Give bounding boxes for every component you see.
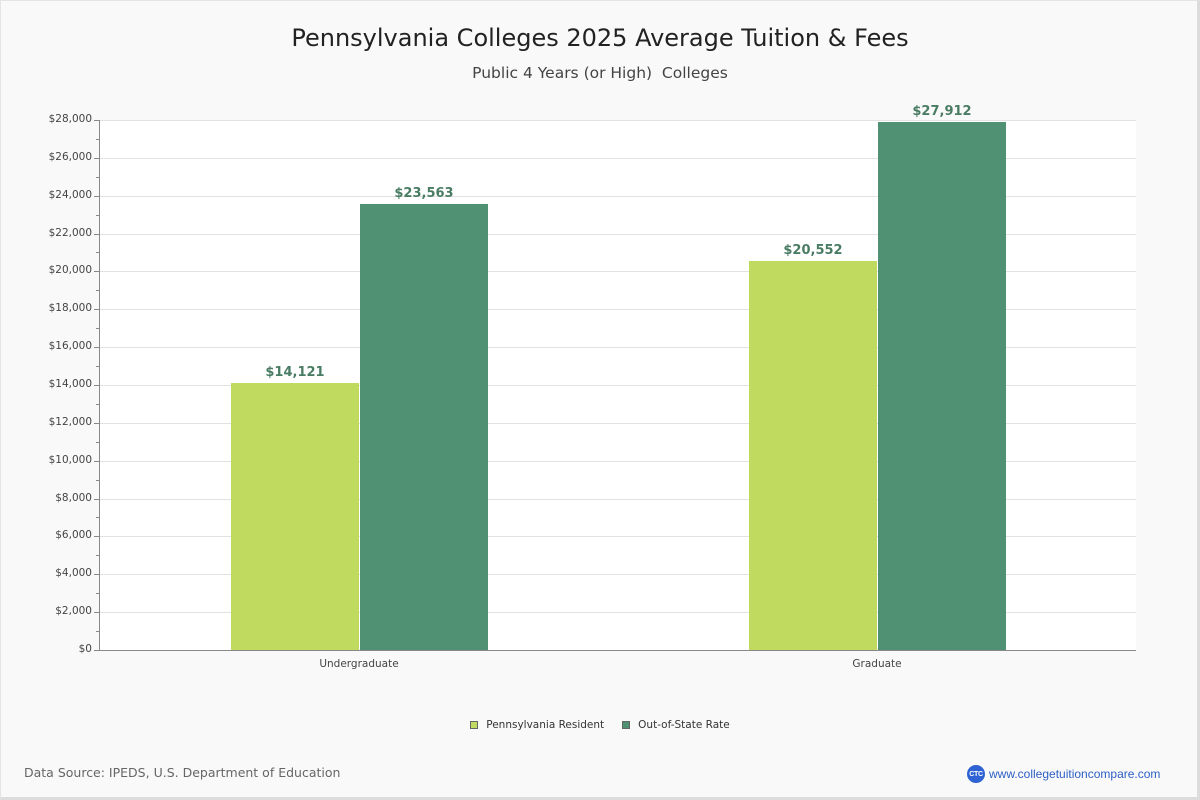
y-tick — [94, 347, 99, 348]
y-tick — [94, 574, 99, 575]
y-minor-tick — [96, 517, 99, 518]
legend-label: Out-of-State Rate — [638, 719, 730, 731]
y-tick-label: $8,000 — [55, 492, 92, 504]
y-minor-tick — [96, 139, 99, 140]
y-minor-tick — [96, 215, 99, 216]
gridline — [100, 196, 1136, 197]
bar-graduate-out-of-state[interactable] — [878, 122, 1006, 650]
y-minor-tick — [96, 404, 99, 405]
gridline — [100, 574, 1136, 575]
gridline — [100, 461, 1136, 462]
y-tick — [94, 309, 99, 310]
gridline — [100, 120, 1136, 121]
y-tick — [94, 271, 99, 272]
y-tick-label: $2,000 — [55, 605, 92, 617]
y-minor-tick — [96, 480, 99, 481]
y-minor-tick — [96, 593, 99, 594]
y-tick — [94, 234, 99, 235]
y-tick-label: $16,000 — [48, 340, 92, 352]
ctc-logo-icon: CTC — [967, 765, 985, 783]
y-axis — [99, 120, 100, 651]
y-tick — [94, 385, 99, 386]
gridline — [100, 271, 1136, 272]
y-tick-label: $24,000 — [48, 189, 92, 201]
brand-url[interactable]: www.collegetuitioncompare.com — [989, 767, 1161, 781]
y-tick-label: $22,000 — [48, 227, 92, 239]
gridline — [100, 347, 1136, 348]
chart-subtitle: Public 4 Years (or High) Colleges — [472, 64, 728, 82]
gridline — [100, 612, 1136, 613]
y-minor-tick — [96, 177, 99, 178]
bar-undergraduate-resident[interactable] — [231, 383, 359, 650]
y-minor-tick — [96, 252, 99, 253]
legend-item-resident[interactable]: Pennsylvania Resident — [470, 719, 604, 731]
y-tick — [94, 650, 99, 651]
bar-value-label: $14,121 — [265, 365, 325, 380]
bar-value-label: $27,912 — [912, 104, 972, 119]
legend: Pennsylvania Resident Out-of-State Rate — [0, 719, 1200, 731]
bar-value-label: $23,563 — [394, 186, 454, 201]
y-tick-label: $18,000 — [48, 302, 92, 314]
chart-title: Pennsylvania Colleges 2025 Average Tuiti… — [291, 24, 909, 52]
y-minor-tick — [96, 328, 99, 329]
y-minor-tick — [96, 555, 99, 556]
x-label-graduate: Graduate — [852, 658, 902, 670]
y-minor-tick — [96, 442, 99, 443]
y-tick — [94, 158, 99, 159]
y-tick-label: $26,000 — [48, 151, 92, 163]
gridline — [100, 385, 1136, 386]
out-of-state-swatch-icon — [622, 721, 631, 729]
y-minor-tick — [96, 290, 99, 291]
y-tick-label: $10,000 — [48, 454, 92, 466]
gridline — [100, 536, 1136, 537]
y-tick-label: $4,000 — [55, 567, 92, 579]
y-tick — [94, 536, 99, 537]
y-tick-label: $0 — [78, 643, 92, 655]
legend-item-out-of-state[interactable]: Out-of-State Rate — [622, 719, 730, 731]
bar-value-label: $20,552 — [783, 243, 843, 258]
gridline — [100, 423, 1136, 424]
y-tick — [94, 461, 99, 462]
gridline — [100, 499, 1136, 500]
y-tick-label: $28,000 — [48, 113, 92, 125]
y-tick — [94, 499, 99, 500]
data-source: Data Source: IPEDS, U.S. Department of E… — [24, 765, 341, 780]
y-tick-label: $14,000 — [48, 378, 92, 390]
y-tick — [94, 196, 99, 197]
gridline — [100, 234, 1136, 235]
y-minor-tick — [96, 366, 99, 367]
x-label-undergraduate: Undergraduate — [319, 658, 399, 670]
brand-link[interactable]: CTC www.collegetuitioncompare.com — [967, 765, 1160, 783]
y-tick — [94, 423, 99, 424]
gridline — [100, 309, 1136, 310]
y-tick-label: $20,000 — [48, 264, 92, 276]
gridline — [100, 158, 1136, 159]
y-minor-tick — [96, 631, 99, 632]
y-tick — [94, 612, 99, 613]
bar-undergraduate-out-of-state[interactable] — [360, 204, 488, 650]
x-axis — [99, 650, 1136, 651]
y-tick — [94, 120, 99, 121]
legend-label: Pennsylvania Resident — [486, 719, 605, 731]
y-tick-label: $12,000 — [48, 416, 92, 428]
y-tick-label: $6,000 — [55, 529, 92, 541]
bar-graduate-resident[interactable] — [749, 261, 877, 650]
resident-swatch-icon — [470, 721, 479, 729]
